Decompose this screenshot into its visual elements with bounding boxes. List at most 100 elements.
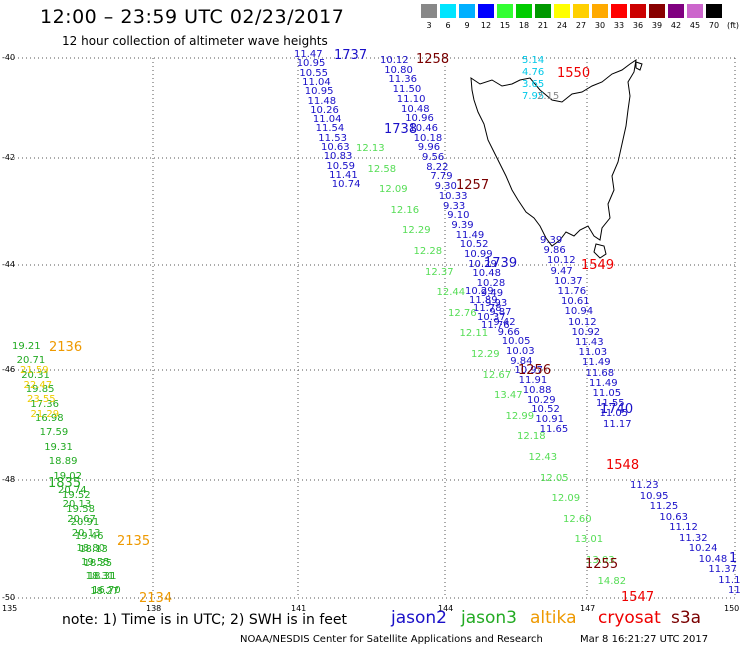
wave-height-value: 9.56	[422, 152, 445, 163]
wave-height-value: 19.55	[81, 557, 110, 568]
scale-label: 45	[689, 21, 701, 30]
wave-height-value: 2.15	[537, 91, 560, 102]
scale-swatch	[497, 4, 513, 18]
wave-height-value: 11.10	[718, 574, 740, 586]
wave-height-value: 10.29	[527, 394, 556, 406]
wave-height-value: 10.95	[639, 490, 669, 502]
wave-height-value: 9.33	[443, 200, 466, 212]
scale-swatch	[630, 4, 646, 18]
legend-altika: altika	[530, 608, 577, 628]
pass-number: 1549	[581, 258, 615, 273]
wave-height-value: 10.18	[413, 132, 443, 144]
lat-label: -40	[2, 53, 16, 62]
wave-height-value: 10.52	[459, 239, 489, 251]
scale-swatch	[706, 4, 722, 18]
wave-height-value: 11.54	[315, 123, 345, 135]
wave-height-value: 14.82	[597, 575, 627, 587]
scale-label: 39	[651, 21, 663, 30]
wave-height-value: 10.52	[531, 404, 560, 416]
wave-height-value: 16.98	[35, 413, 64, 424]
wave-height-value: 20.91	[70, 517, 100, 528]
wave-height-value: 12.05	[540, 472, 569, 484]
scale-swatch	[554, 4, 570, 18]
wave-height-value: 10.95	[304, 86, 334, 98]
wave-height-value: 4.76	[522, 67, 545, 78]
wave-height-value: 12.58	[367, 163, 397, 175]
wave-height-value: 9.47	[550, 265, 573, 277]
wave-height-value: 11	[728, 585, 740, 596]
wave-height-value: 11.12	[669, 522, 698, 533]
pass-number: 1550	[557, 66, 591, 81]
legend-s3a: s3a	[671, 608, 702, 628]
scale-label: 36	[632, 21, 644, 30]
island-small-1	[593, 243, 607, 259]
wave-height-value: 11.05	[592, 388, 622, 399]
wave-height-value: 10.46	[409, 122, 439, 134]
wave-height-value: 13.03	[586, 555, 615, 566]
wave-height-value: 10.37	[554, 275, 583, 287]
wave-height-value: 10.92	[571, 326, 601, 338]
wave-height-value: 12.99	[505, 410, 535, 422]
wave-height-value: 21.29	[30, 408, 60, 420]
scale-label: 3	[426, 21, 432, 30]
wave-height-value: 10.48	[401, 103, 430, 115]
wave-height-value: 20.74	[58, 485, 87, 496]
wave-height-value: 10.95	[296, 58, 326, 70]
scale-label: 42	[670, 21, 682, 30]
wave-height-value: 10.59	[326, 160, 356, 172]
pass-number: 1739	[484, 256, 518, 271]
wave-height-value: 9.39	[540, 235, 563, 246]
pass-number: 1255	[585, 557, 619, 572]
wave-height-value: 12.13	[356, 143, 385, 154]
wave-height-value: 10.03	[506, 346, 535, 357]
wave-height-value: 18.13	[79, 544, 108, 555]
wave-height-value: 19.85	[25, 384, 55, 396]
lon-label: 147	[580, 604, 596, 613]
wave-height-value: 11.68	[585, 367, 615, 379]
pass-number: 2134	[139, 591, 173, 606]
wave-height-value: 11.25	[649, 501, 679, 512]
wave-height-value: 10.97	[514, 365, 544, 377]
wave-height-value: 9.10	[447, 210, 470, 222]
wave-height-value: 9.30	[434, 181, 457, 193]
pass-number: 1548	[606, 458, 640, 473]
wave-height-value: 10.48	[698, 553, 728, 565]
wave-height-value: 11.78	[473, 303, 502, 314]
wave-height-value: 10.29	[468, 258, 497, 270]
wave-height-value: 11.03	[578, 347, 608, 359]
scale-swatch	[611, 4, 627, 18]
wave-height-value: 11.65	[539, 423, 569, 435]
scale-swatch	[668, 4, 684, 18]
wave-height-value: 18.27	[90, 585, 119, 597]
wave-height-value: 11.36	[388, 74, 418, 86]
scale-swatch	[440, 4, 456, 18]
wave-height-value: 18.31	[87, 571, 117, 582]
pass-number: 1257	[456, 178, 490, 193]
wave-height-value: 20.71	[16, 355, 46, 367]
wave-height-value: 20.31	[21, 369, 50, 381]
wave-height-value: 7.79	[430, 171, 453, 183]
wave-height-value: 11.76	[557, 286, 587, 297]
wave-height-value: 10.83	[323, 151, 353, 163]
wave-height-value: 12.09	[379, 184, 408, 196]
pass-number: 1547	[621, 590, 655, 605]
wave-height-value: 10.96	[405, 113, 434, 125]
wave-height-value: 21.59	[20, 365, 49, 376]
wave-height-value: 10.12	[380, 55, 409, 66]
wave-height-value: 11.10	[396, 93, 426, 105]
footer-credit: NOAA/NESDIS Center for Satellite Applica…	[240, 634, 543, 645]
wave-height-value: 12.16	[390, 204, 420, 216]
wave-height-value: 13.01	[574, 534, 604, 546]
wave-height-value: 10.29	[465, 286, 494, 297]
wave-height-value: 11.55	[596, 398, 625, 410]
wave-height-value: 17.59	[39, 427, 69, 439]
wave-height-value: 22.47	[23, 379, 53, 391]
grid-lines	[10, 57, 736, 599]
scale-swatch	[573, 4, 589, 18]
wave-height-value: 12.43	[528, 452, 558, 463]
scale-swatch	[535, 4, 551, 18]
wave-height-value: 9.86	[543, 245, 566, 257]
lat-label: -46	[2, 365, 16, 374]
wave-height-value: 20.13	[62, 499, 92, 511]
